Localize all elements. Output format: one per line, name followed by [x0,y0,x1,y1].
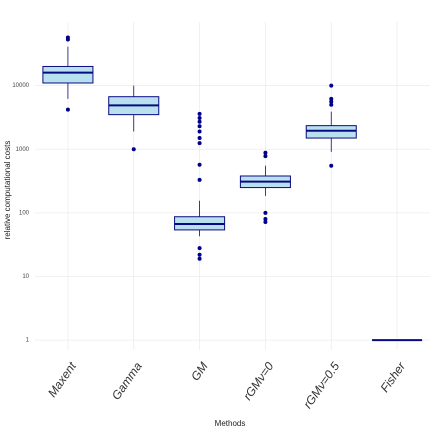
x-tick-label: Gamma [109,359,145,402]
outlier [131,147,136,152]
outlier [197,162,202,167]
outlier [197,246,202,251]
outlier [329,102,334,107]
outlier [329,163,334,168]
y-axis-label: relative computational costs [3,141,12,240]
outlier [65,107,70,112]
x-tick-label: Fisher [378,359,409,395]
outlier [197,129,202,134]
x-tick-label: GM [188,360,211,384]
outlier [197,115,202,120]
outlier [65,35,70,40]
outlier [197,177,202,182]
outlier [329,83,334,88]
outlier [329,96,334,101]
outlier [197,141,202,146]
outlier [197,136,202,141]
outlier [197,252,202,257]
outlier [263,217,268,222]
x-axis-label: Methods [215,419,246,428]
box [305,125,357,139]
y-tick-label: 100 [19,210,30,216]
y-tick-label: 1000 [16,147,30,153]
outlier [263,219,268,224]
x-tick-label: Maxent [45,359,79,400]
x-tick-label: rGMν=0 [240,359,276,403]
y-tick-label: 10 [22,274,29,280]
outlier [263,154,268,159]
outlier [263,210,268,215]
box [42,65,94,84]
outlier [197,256,202,261]
outlier [197,119,202,124]
y-tick-label: 10000 [12,83,29,89]
y-tick-label: 1 [26,338,30,344]
outlier [197,111,202,116]
x-tick-label: rGMν=0.5 [300,359,342,411]
outlier [329,99,334,104]
outlier [197,124,202,129]
outlier [263,150,268,155]
